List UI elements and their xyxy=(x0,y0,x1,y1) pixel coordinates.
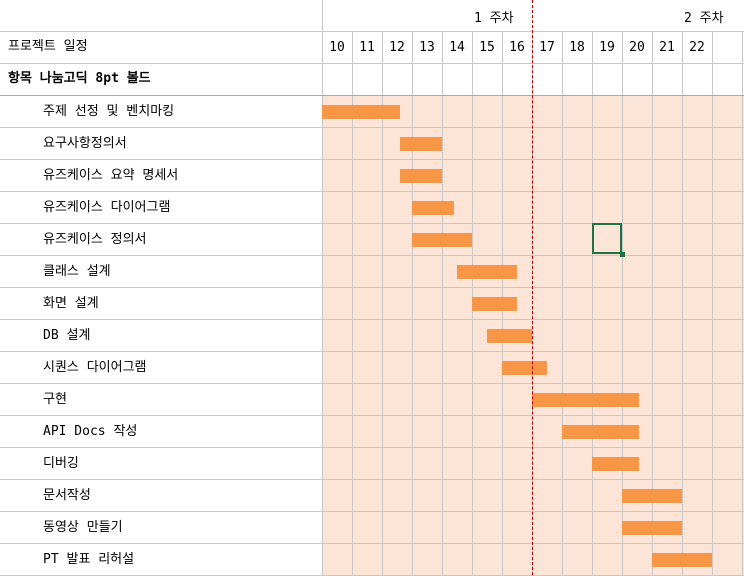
grid-vline xyxy=(412,31,413,575)
task-bar[interactable] xyxy=(592,457,639,471)
week-1-label: 1 주차 xyxy=(474,11,514,26)
gantt-shaded-area xyxy=(323,96,744,575)
grid-hline xyxy=(0,255,744,256)
task-bar[interactable] xyxy=(400,137,442,151)
task-label: 요구사항정의서 xyxy=(43,136,127,151)
task-bar[interactable] xyxy=(472,297,517,311)
grid-vline xyxy=(652,31,653,575)
grid-hline xyxy=(0,31,744,32)
header-row-label: 항목 나눔고딕 8pt 볼드 xyxy=(8,71,151,86)
task-label: 동영상 만들기 xyxy=(43,520,123,535)
grid-hline xyxy=(0,383,744,384)
day-13: 13 xyxy=(419,40,435,55)
task-bar[interactable] xyxy=(622,521,682,535)
task-label: 디버깅 xyxy=(43,456,79,471)
task-label: 유즈케이스 다이어그램 xyxy=(43,200,171,215)
task-label: DB 설계 xyxy=(43,328,91,343)
grid-vline xyxy=(712,31,713,575)
project-schedule-label: 프로젝트 일정 xyxy=(8,39,88,54)
task-label: 구현 xyxy=(43,392,67,407)
grid-hline xyxy=(0,95,744,96)
grid-hline xyxy=(0,63,744,64)
day-20: 20 xyxy=(629,40,645,55)
day-22: 22 xyxy=(689,40,705,55)
grid-hline xyxy=(0,511,744,512)
grid-vline xyxy=(622,31,623,575)
fill-handle[interactable] xyxy=(620,252,625,257)
task-bar[interactable] xyxy=(457,265,517,279)
day-10: 10 xyxy=(329,40,345,55)
task-bar[interactable] xyxy=(652,553,712,567)
task-bar[interactable] xyxy=(532,393,639,407)
task-bar[interactable] xyxy=(322,105,400,119)
grid-vline xyxy=(592,31,593,575)
task-bar[interactable] xyxy=(562,425,639,439)
selected-cell[interactable] xyxy=(592,223,622,254)
grid-hline xyxy=(0,191,744,192)
task-label: 유즈케이스 요약 명세서 xyxy=(43,168,179,183)
task-label: 유즈케이스 정의서 xyxy=(43,232,147,247)
grid-vline xyxy=(352,31,353,575)
day-17: 17 xyxy=(539,40,555,55)
task-label: 주제 선정 및 벤치마킹 xyxy=(43,104,175,119)
day-18: 18 xyxy=(569,40,585,55)
grid-vline xyxy=(442,31,443,575)
day-11: 11 xyxy=(359,40,375,55)
task-bar[interactable] xyxy=(400,169,442,183)
task-bar[interactable] xyxy=(412,233,472,247)
day-19: 19 xyxy=(599,40,615,55)
grid-hline xyxy=(0,447,744,448)
task-label: PT 발표 리허설 xyxy=(43,552,135,567)
grid-hline xyxy=(0,127,744,128)
grid-hline xyxy=(0,159,744,160)
task-bar[interactable] xyxy=(487,329,532,343)
day-21: 21 xyxy=(659,40,675,55)
task-bar[interactable] xyxy=(412,201,454,215)
week-2-label: 2 주차 xyxy=(684,11,724,26)
day-14: 14 xyxy=(449,40,465,55)
grid-vline xyxy=(742,31,743,575)
task-bar[interactable] xyxy=(622,489,682,503)
task-label: 시퀀스 다이어그램 xyxy=(43,360,147,375)
day-15: 15 xyxy=(479,40,495,55)
task-label: API Docs 작성 xyxy=(43,424,138,439)
day-12: 12 xyxy=(389,40,405,55)
task-label: 화면 설계 xyxy=(43,296,99,311)
grid-hline xyxy=(0,543,744,544)
grid-hline xyxy=(0,319,744,320)
task-bar[interactable] xyxy=(502,361,547,375)
grid-hline xyxy=(0,415,744,416)
day-16: 16 xyxy=(509,40,525,55)
grid-vline xyxy=(562,31,563,575)
grid-vline xyxy=(382,31,383,575)
task-label: 문서작성 xyxy=(43,488,91,503)
grid-hline xyxy=(0,287,744,288)
today-line xyxy=(532,0,533,575)
grid-vline xyxy=(682,31,683,575)
grid-hline xyxy=(0,479,744,480)
grid-hline xyxy=(0,351,744,352)
grid-hline xyxy=(0,223,744,224)
task-label: 클래스 설계 xyxy=(43,264,111,279)
